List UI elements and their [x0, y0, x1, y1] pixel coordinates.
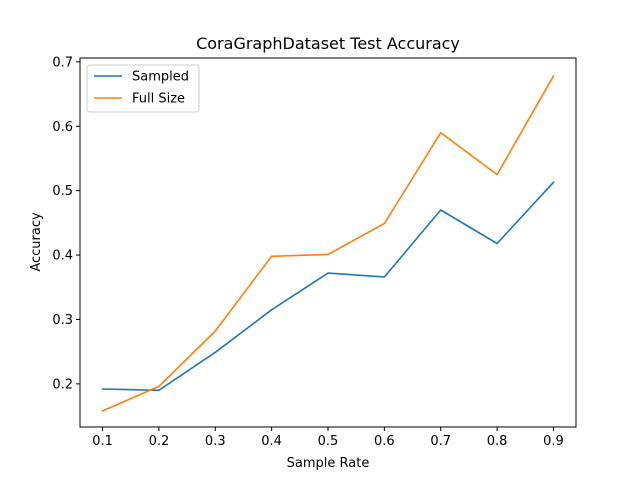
y-axis-ticks: 0.2 0.3 0.4 0.5 0.6 0.7: [52, 55, 80, 392]
legend-label: Full Size: [132, 92, 185, 107]
y-axis-label: Accuracy: [29, 212, 44, 272]
x-tick-label: 0.5: [318, 434, 339, 449]
y-tick-label: 0.6: [52, 120, 73, 135]
x-tick-label: 0.3: [205, 434, 226, 449]
x-tick-label: 0.6: [374, 434, 395, 449]
chart-title: CoraGraphDataset Test Accuracy: [196, 34, 460, 53]
y-tick-label: 0.2: [52, 377, 73, 392]
legend: Sampled Full Size: [86, 64, 200, 113]
y-tick-label: 0.4: [52, 249, 73, 264]
plot-lines: [101, 74, 555, 412]
series-line-sampled: [101, 181, 555, 392]
x-tick-label: 0.4: [261, 434, 282, 449]
x-axis-ticks: 0.1 0.2 0.3 0.4 0.5 0.6 0.7 0.8 0.9: [92, 427, 564, 449]
legend-label: Sampled: [132, 70, 189, 85]
x-tick-label: 0.9: [543, 434, 564, 449]
x-tick-label: 0.7: [430, 434, 451, 449]
x-tick-label: 0.8: [487, 434, 508, 449]
y-tick-label: 0.7: [52, 55, 73, 70]
x-axis-label: Sample Rate: [287, 456, 370, 471]
series-line-full-size: [101, 74, 555, 412]
x-tick-label: 0.2: [149, 434, 170, 449]
y-tick-label: 0.3: [52, 313, 73, 328]
y-tick-label: 0.5: [52, 184, 73, 199]
x-tick-label: 0.1: [92, 434, 113, 449]
